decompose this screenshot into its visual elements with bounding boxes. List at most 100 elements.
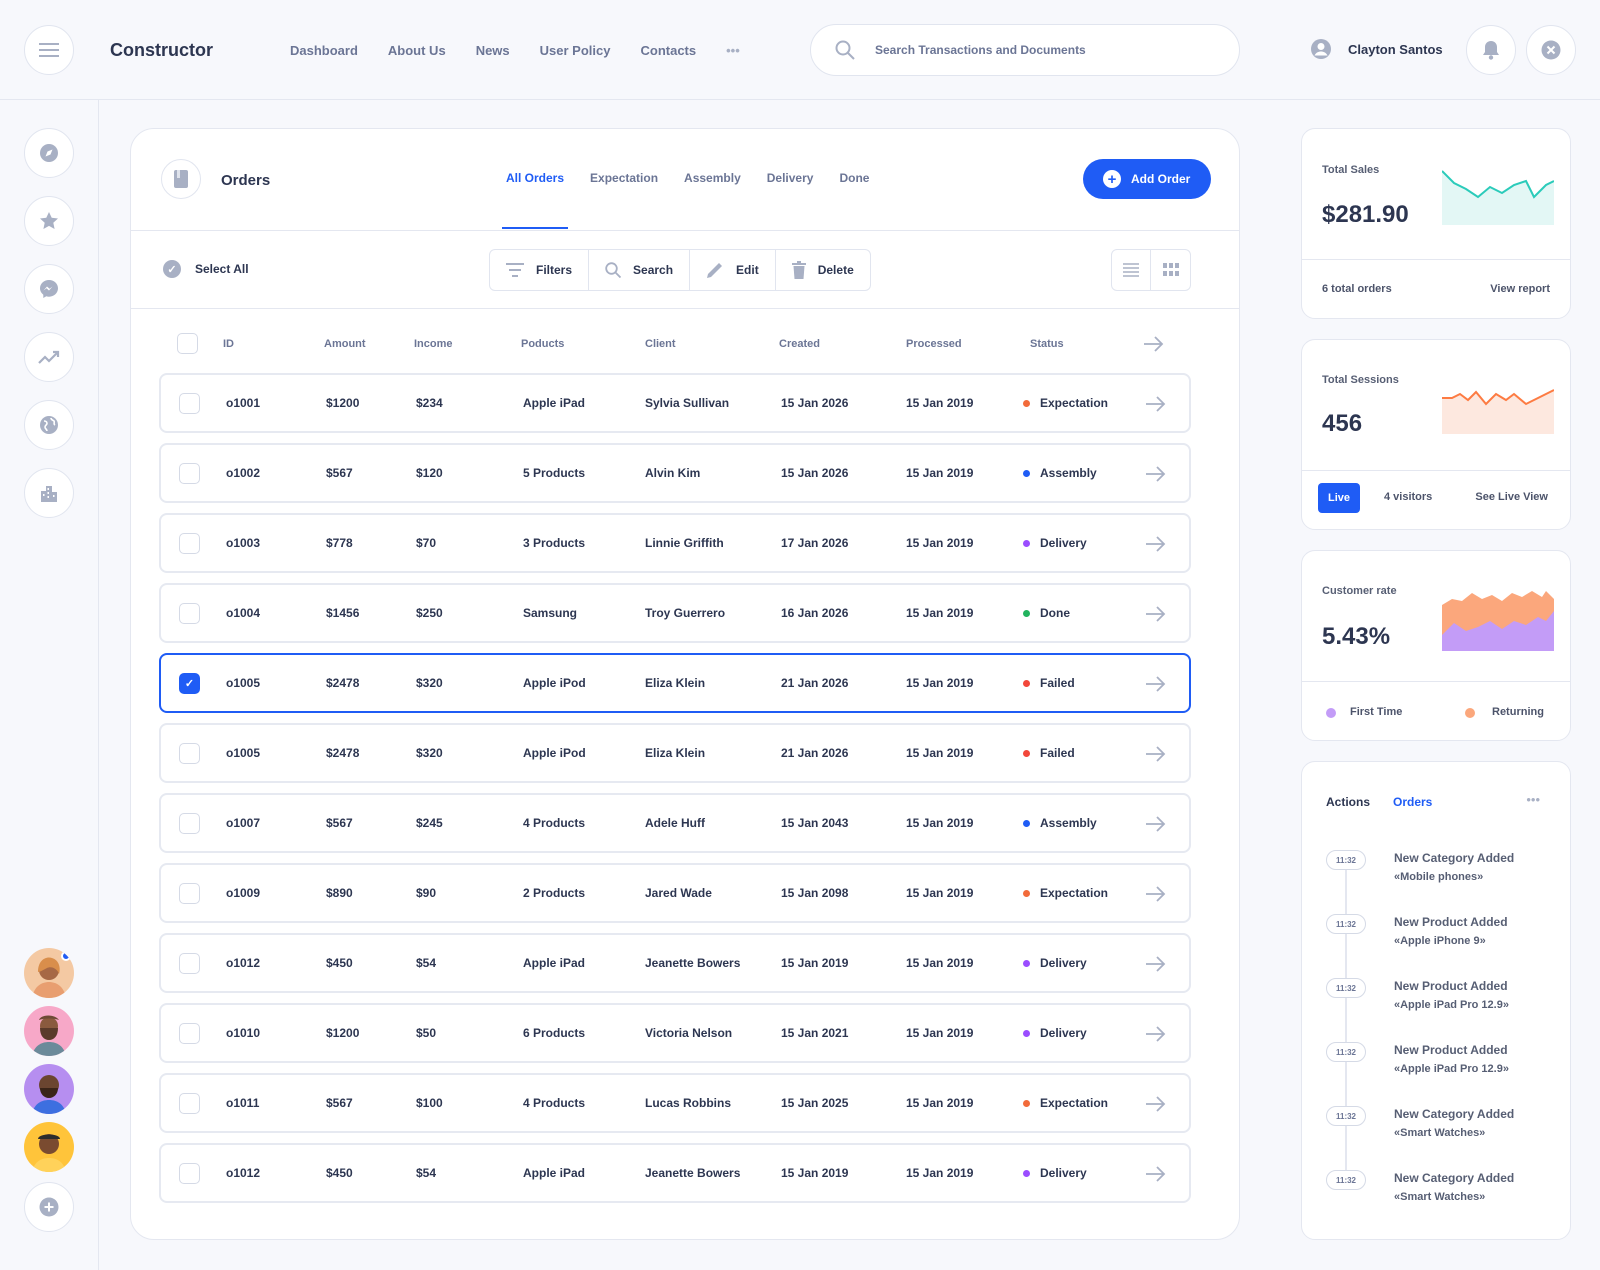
table-row[interactable]: o1001 $1200 $234 Apple iPad Sylvia Sullivan 1… (159, 373, 1191, 433)
table-row[interactable]: o1002 $567 $120 5 Products Alvin Kim 15 Jan 2… (159, 443, 1191, 503)
table-row[interactable]: o1009 $890 $90 2 Products Jared Wade 15 Jan 2… (159, 863, 1191, 923)
actions-tab[interactable]: Actions (1326, 795, 1371, 809)
arrow-right-icon[interactable] (1141, 332, 1165, 356)
timeline-item[interactable]: 11:32 New Category Added «Smart Watches» (1326, 1170, 1566, 1220)
arrow-right-icon[interactable] (1143, 882, 1167, 906)
column-id[interactable]: ID (223, 338, 234, 350)
tab-expectation[interactable]: Expectation (590, 171, 659, 185)
row-checkbox[interactable] (179, 463, 200, 484)
row-checkbox[interactable] (179, 1163, 200, 1184)
user-profile[interactable]: Clayton Santos (1310, 38, 1443, 60)
row-checkbox[interactable] (179, 883, 200, 904)
timeline-item[interactable]: 11:32 New Category Added «Smart Watches» (1326, 1106, 1566, 1156)
column-created[interactable]: Created (779, 338, 820, 350)
sidebar-item-globe[interactable] (24, 400, 74, 450)
table-row[interactable]: o1010 $1200 $50 6 Products Victoria Nelson 15… (159, 1003, 1191, 1063)
column-processed[interactable]: Processed (906, 338, 962, 350)
arrow-right-icon[interactable] (1143, 1022, 1167, 1046)
tab-delivery[interactable]: Delivery (766, 171, 814, 185)
table-row[interactable]: o1003 $778 $70 3 Products Linnie Griffith 17 … (159, 513, 1191, 573)
menu-button[interactable] (24, 25, 74, 75)
order-amount: $778 (326, 536, 353, 550)
arrow-right-icon[interactable] (1143, 462, 1167, 486)
row-checkbox[interactable] (179, 533, 200, 554)
sidebar-item-analytics[interactable] (24, 332, 74, 382)
notifications-button[interactable] (1466, 25, 1516, 75)
nav-about-us[interactable]: About Us (387, 43, 446, 58)
avatar[interactable] (24, 1122, 74, 1172)
tab-done[interactable]: Done (839, 171, 870, 185)
timeline-item[interactable]: 11:32 New Product Added «Apple iPad Pro 12… (1326, 1042, 1566, 1092)
see-live-view-link[interactable]: See Live View (1475, 491, 1548, 503)
arrow-right-icon[interactable] (1143, 532, 1167, 556)
column-status[interactable]: Status (1030, 338, 1064, 350)
order-created: 15 Jan 2021 (781, 1026, 849, 1040)
close-button[interactable] (1526, 25, 1576, 75)
edit-button[interactable]: Edit (690, 250, 776, 290)
search-input[interactable] (875, 43, 1195, 57)
table-row[interactable]: o1012 $450 $54 Apple iPad Jeanette Bowers 15 … (159, 933, 1191, 993)
row-checkbox[interactable] (179, 393, 200, 414)
arrow-right-icon[interactable] (1143, 1162, 1167, 1186)
row-checkbox[interactable]: ✓ (179, 673, 200, 694)
nav-user-policy[interactable]: User Policy (539, 43, 611, 58)
nav-more-icon[interactable]: ••• (726, 43, 740, 58)
search-button[interactable]: Search (589, 250, 691, 290)
list-view-button[interactable] (1112, 250, 1151, 290)
nav-news[interactable]: News (475, 43, 510, 58)
nav-dashboard[interactable]: Dashboard (290, 43, 358, 58)
nav-contacts[interactable]: Contacts (640, 43, 697, 58)
order-status: Failed (1040, 676, 1075, 690)
select-all-toggle[interactable]: ✓ Select All (163, 260, 249, 278)
filters-button[interactable]: Filters (490, 250, 590, 290)
add-order-button[interactable]: + Add Order (1083, 159, 1211, 199)
timeline-item[interactable]: 11:32 New Product Added «Apple iPhone 9» (1326, 914, 1566, 964)
column-products[interactable]: Poducts (521, 338, 565, 350)
orders-icon-button[interactable] (161, 159, 201, 199)
timeline-item[interactable]: 11:32 New Category Added «Mobile phones» (1326, 850, 1566, 900)
table-row[interactable]: o1004 $1456 $250 Samsung Troy Guerrero 16 Jan… (159, 583, 1191, 643)
sidebar-item-messages[interactable] (24, 264, 74, 314)
table-row[interactable]: ✓ o1005 $2478 $320 Apple iPod Eliza Klein 21 J… (159, 653, 1191, 713)
tab-assembly[interactable]: Assembly (684, 171, 741, 185)
sidebar-item-favorites[interactable] (24, 196, 74, 246)
row-checkbox[interactable] (179, 953, 200, 974)
view-report-link[interactable]: View report (1490, 283, 1550, 295)
row-checkbox[interactable] (179, 743, 200, 764)
row-checkbox[interactable] (179, 603, 200, 624)
table-row[interactable]: o1011 $567 $100 4 Products Lucas Robbins 15 J… (159, 1073, 1191, 1133)
arrow-right-icon[interactable] (1143, 952, 1167, 976)
add-contact-button[interactable] (24, 1182, 74, 1232)
grid-view-button[interactable] (1151, 250, 1190, 290)
delete-button[interactable]: Delete (776, 250, 870, 290)
row-checkbox[interactable] (179, 1023, 200, 1044)
column-client[interactable]: Client (645, 338, 676, 350)
avatar[interactable] (24, 1006, 74, 1056)
sidebar-item-explore[interactable] (24, 128, 74, 178)
column-amount[interactable]: Amount (324, 338, 366, 350)
arrow-right-icon[interactable] (1143, 812, 1167, 836)
avatar[interactable] (24, 948, 74, 998)
sidebar-item-buildings[interactable] (24, 468, 74, 518)
arrow-right-icon[interactable] (1143, 1092, 1167, 1116)
column-income[interactable]: Income (414, 338, 453, 350)
table-row[interactable]: o1012 $450 $54 Apple iPad Jeanette Bowers 15 … (159, 1143, 1191, 1203)
orders-tab[interactable]: Orders (1393, 795, 1433, 809)
arrow-right-icon[interactable] (1143, 742, 1167, 766)
avatar[interactable] (24, 1064, 74, 1114)
total-orders-count: 6 total orders (1322, 283, 1392, 295)
table-row[interactable]: o1007 $567 $245 4 Products Adele Huff 15 Jan … (159, 793, 1191, 853)
more-options-icon[interactable]: ••• (1526, 792, 1540, 807)
row-checkbox[interactable] (179, 813, 200, 834)
search-bar[interactable] (810, 24, 1240, 76)
live-badge[interactable]: Live (1318, 483, 1360, 513)
divider (1302, 470, 1570, 471)
arrow-right-icon[interactable] (1143, 392, 1167, 416)
arrow-right-icon[interactable] (1143, 672, 1167, 696)
tab-all-orders[interactable]: All Orders (501, 171, 569, 229)
row-checkbox[interactable] (179, 1093, 200, 1114)
table-row[interactable]: o1005 $2478 $320 Apple iPod Eliza Klein 21 Ja… (159, 723, 1191, 783)
arrow-right-icon[interactable] (1143, 602, 1167, 626)
timeline-item[interactable]: 11:32 New Product Added «Apple iPad Pro 12… (1326, 978, 1566, 1028)
select-all-checkbox[interactable] (177, 333, 198, 354)
